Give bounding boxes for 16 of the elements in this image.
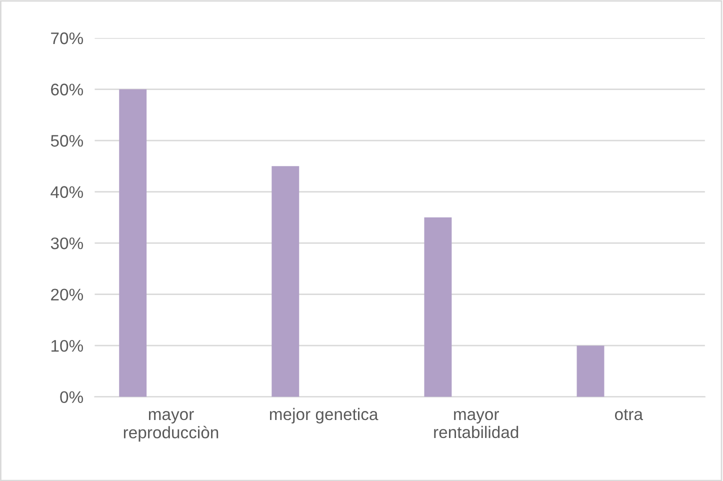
y-tick-label: 60% — [51, 84, 84, 96]
bar — [272, 166, 300, 397]
x-tick-label: mayor reproducciòn — [124, 411, 218, 442]
y-tick-label: 20% — [51, 288, 84, 301]
x-tick-label: mejor genetica — [270, 408, 378, 424]
y-tick-label: 70% — [51, 32, 84, 44]
x-tick-label: otra — [614, 409, 644, 420]
y-tick-label: 40% — [50, 186, 84, 198]
y-tick-label: 10% — [52, 340, 84, 352]
bar — [576, 346, 604, 397]
y-tick-label: 0% — [60, 391, 84, 404]
x-tick-label: mayor rentabilidad — [434, 411, 518, 438]
y-tick-label: 50% — [50, 134, 84, 147]
y-tick-label: 30% — [50, 237, 84, 250]
bar — [119, 89, 147, 397]
bar — [424, 217, 452, 397]
